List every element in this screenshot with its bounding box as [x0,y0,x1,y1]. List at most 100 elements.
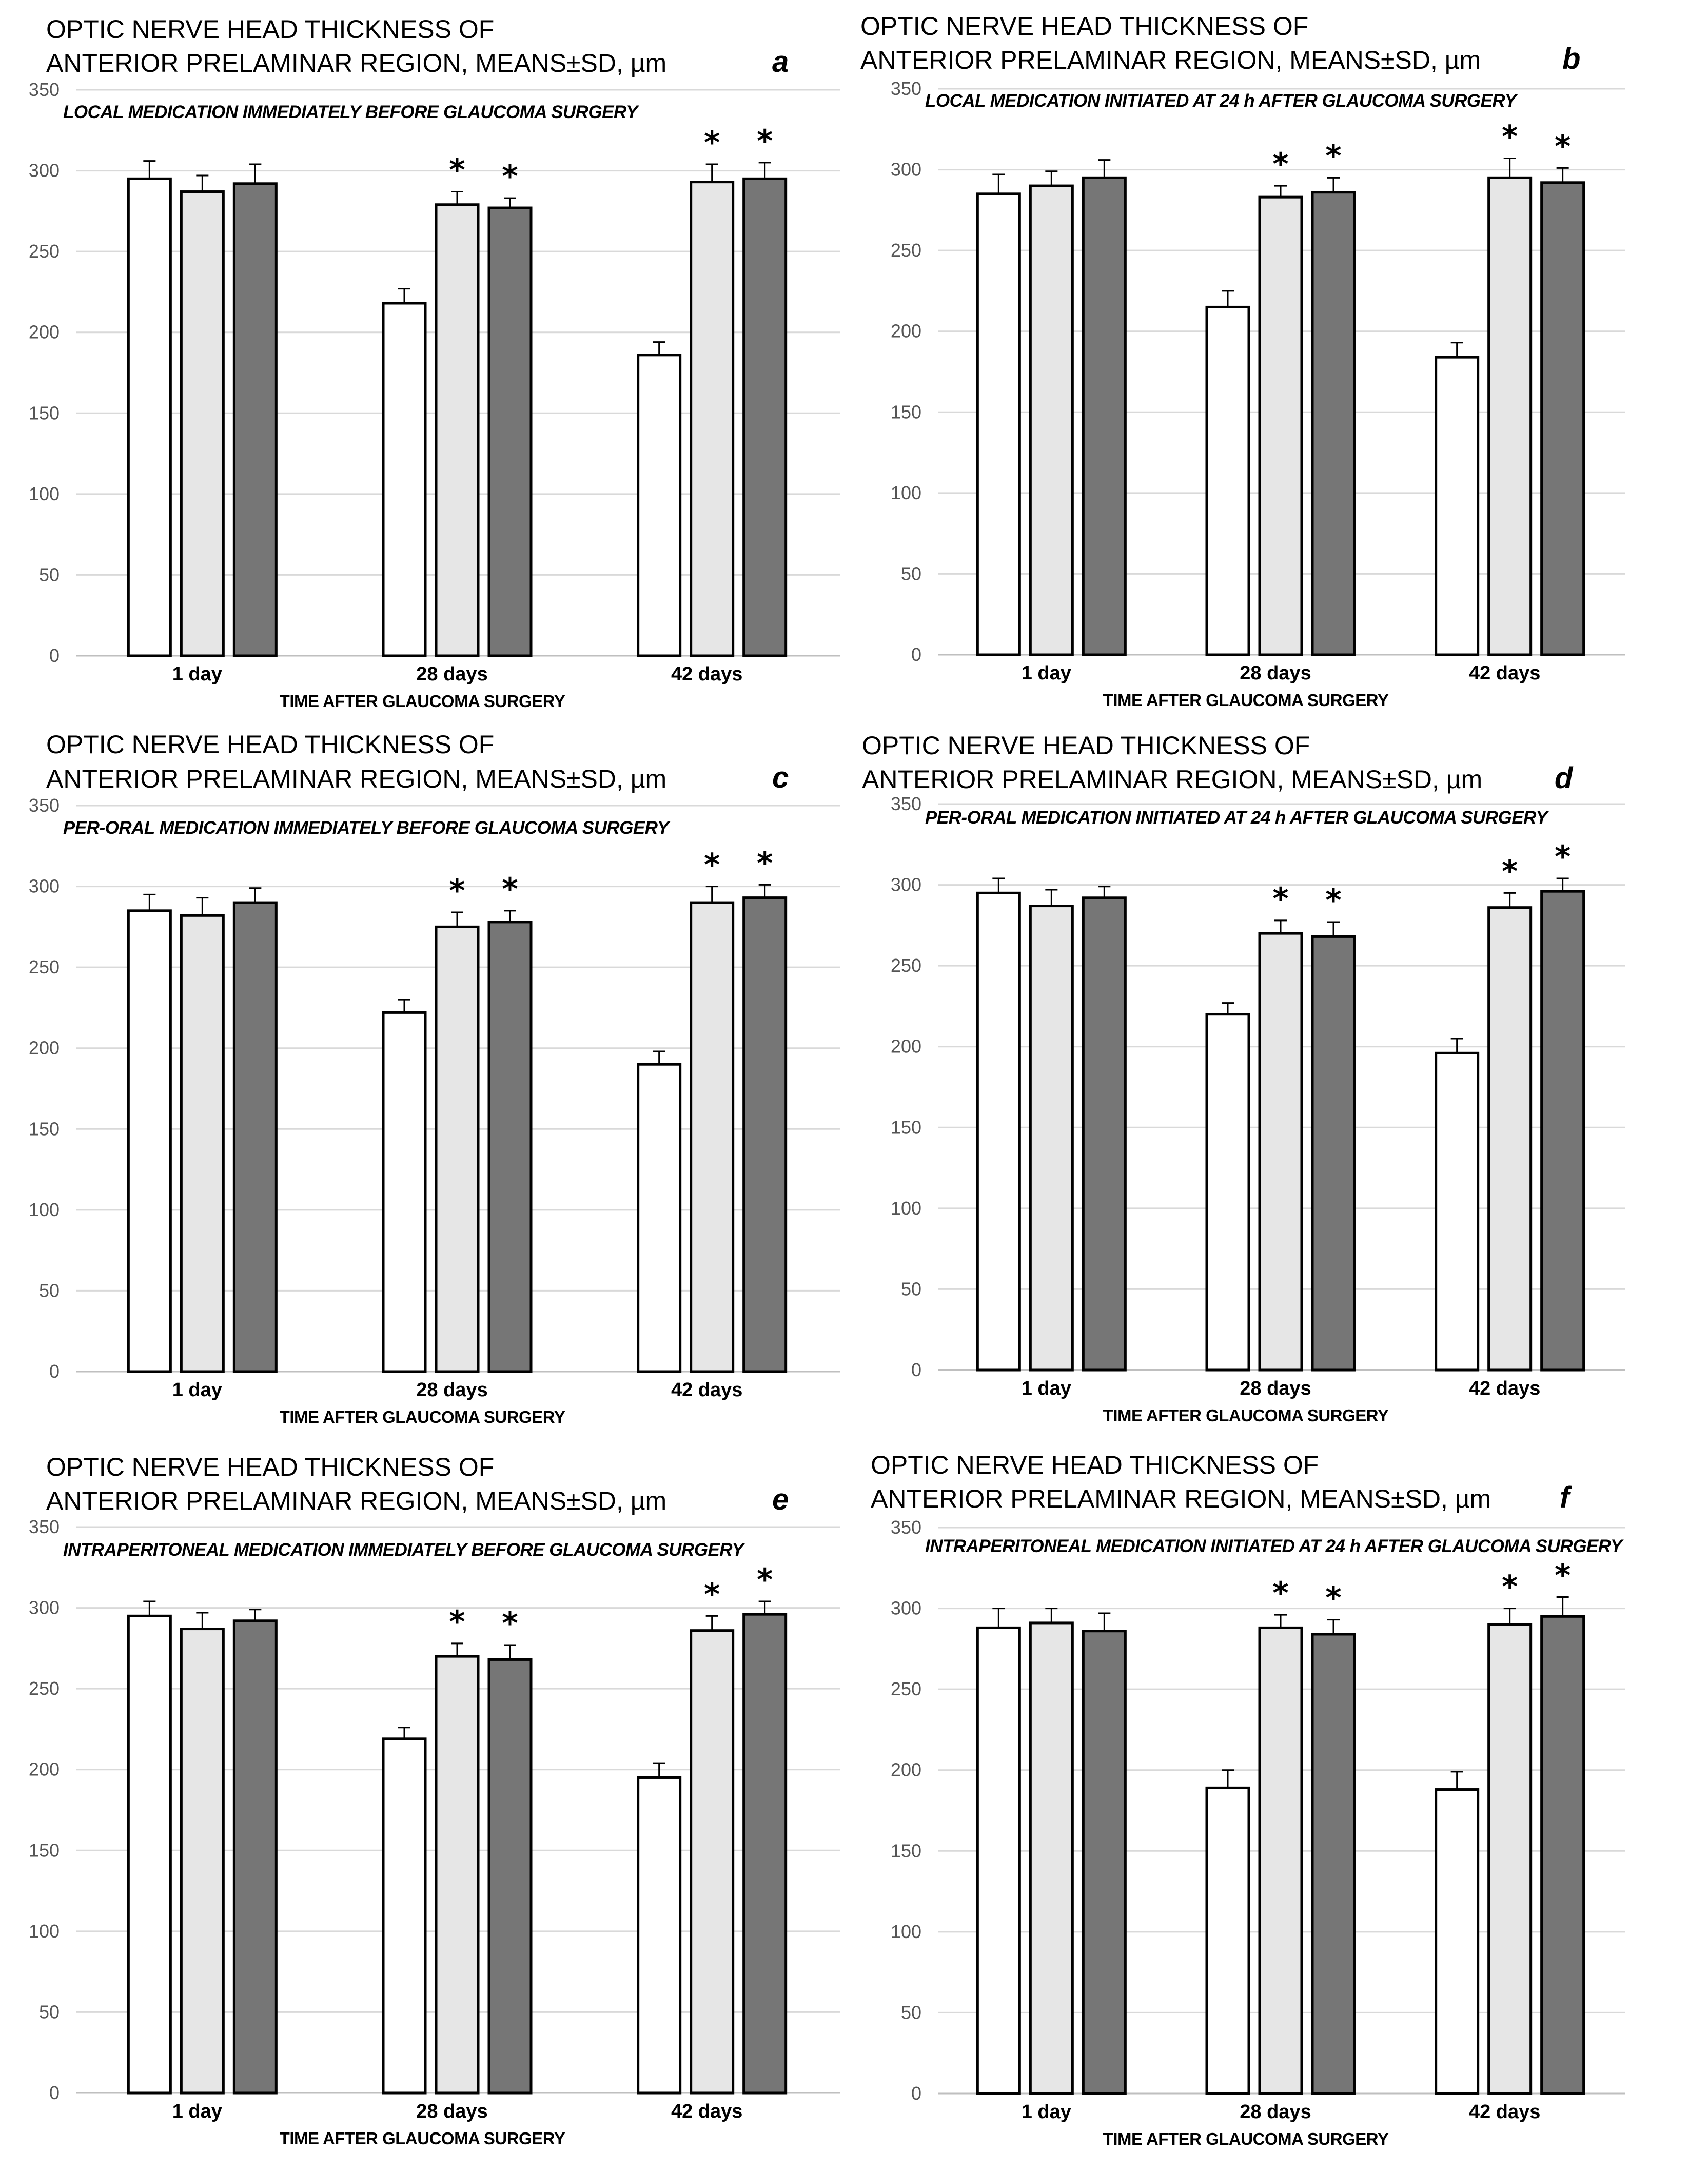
chart-subtitle: LOCAL MEDICATION INITIATED AT 24 h AFTER… [925,91,1518,111]
bar-2-2 [1258,195,1303,656]
y-tick-label: 300 [891,1598,921,1619]
y-tick-label: 100 [29,483,60,504]
x-category-label: 42 days [1469,1378,1540,1399]
y-tick-label: 100 [891,1921,921,1942]
significance-star: * [1325,1580,1341,1616]
bar-3-1 [637,1776,682,2095]
y-tick-label: 300 [891,159,921,180]
y-tick-label: 100 [29,1199,60,1220]
error-bar [1503,158,1516,178]
x-axis-title: TIME AFTER GLAUCOMA SURGERY [280,1407,565,1426]
x-category-label: 42 days [671,1379,742,1401]
bar-1-2 [1029,1621,1074,2095]
y-tick-label: 50 [39,564,60,585]
chart-title-line1: OPTIC NERVE HEAD THICKNESS OF [46,730,494,759]
error-bar [1450,1771,1463,1790]
error-bar [196,174,209,192]
y-tick-label: 200 [29,322,60,343]
chart-panel-e: OPTIC NERVE HEAD THICKNESS OF ANTERIOR PR… [29,1453,840,2148]
error-bar [1098,159,1111,178]
error-bar [1556,167,1569,183]
y-tick-label: 100 [891,1198,921,1219]
bar-1-1 [976,1626,1021,2095]
bar-1-3 [232,1619,278,2095]
significance-star: * [1502,853,1518,889]
error-bar [992,1608,1005,1628]
bar-3-2 [1487,906,1533,1372]
chart-title-line1: OPTIC NERVE HEAD THICKNESS OF [860,12,1308,41]
panel-letter: b [1562,42,1580,75]
y-tick-label: 250 [891,1678,921,1699]
x-category-label: 1 day [172,663,222,685]
bar-2-2 [435,925,480,1373]
error-bar [143,893,156,911]
error-bar [1327,921,1340,937]
chart-title-line1: OPTIC NERVE HEAD THICKNESS OF [46,1453,494,1481]
bar-3-3 [742,177,788,657]
error-bar [1045,889,1058,906]
bar-1-1 [127,1614,172,2095]
bar-3-2 [690,181,735,657]
bar-1-2 [1029,905,1074,1372]
error-bar [758,884,771,898]
error-bar [249,887,262,903]
error-bar [653,341,665,355]
bar-3-3 [1540,181,1585,656]
bar-2-3 [487,1658,533,2095]
significance-star: * [1325,883,1341,918]
error-bar [1222,290,1234,307]
significance-star: * [449,1604,465,1640]
y-tick-label: 350 [29,1516,60,1537]
x-category-label: 42 days [671,663,742,685]
panel-letter: a [772,45,789,79]
bar-1-2 [180,914,225,1373]
bar-3-3 [742,896,788,1373]
bar-2-3 [487,206,533,657]
significance-star: * [1555,839,1570,875]
bar-3-3 [1540,1615,1585,2095]
chart-subtitle: LOCAL MEDICATION IMMEDIATELY BEFORE GLAU… [63,102,639,122]
x-category-label: 1 day [172,1379,222,1401]
bar-3-1 [1435,1051,1480,1372]
error-bar [705,886,718,903]
significance-star: * [449,873,465,909]
bar-2-3 [1311,191,1356,656]
panel-letter: f [1560,1481,1573,1514]
bar-3-1 [637,354,682,657]
bar-1-3 [1082,1630,1127,2095]
bar-1-2 [180,1628,225,2095]
significance-star: * [1555,128,1570,164]
bar-2-1 [382,1011,427,1373]
error-bar [504,1644,516,1660]
error-bar [1450,342,1463,358]
y-tick-label: 50 [901,563,921,584]
y-tick-label: 350 [891,78,921,99]
error-bar [249,1609,262,1621]
y-tick-label: 0 [911,1359,921,1380]
y-tick-label: 250 [29,1678,60,1699]
error-bar [705,1615,718,1631]
y-tick-label: 150 [29,1840,60,1861]
bar-3-3 [742,1613,788,2095]
y-tick-label: 100 [29,1921,60,1942]
bar-1-1 [976,192,1021,656]
bar-2-1 [1205,1013,1250,1372]
x-category-label: 42 days [671,2101,742,2122]
bar-1-3 [232,182,278,657]
significance-star: * [704,847,720,883]
error-bar [143,1600,156,1616]
x-category-label: 42 days [1469,2101,1540,2123]
error-bar [249,163,262,184]
significance-star: * [1555,1558,1570,1594]
y-tick-label: 200 [29,1038,60,1059]
error-bar [758,1600,771,1615]
bar-1-3 [1082,176,1127,656]
significance-star: * [1272,1575,1288,1611]
chart-panel-b: OPTIC NERVE HEAD THICKNESS OF ANTERIOR PR… [860,12,1625,710]
significance-star: * [1502,119,1518,155]
x-category-label: 1 day [172,2101,222,2122]
error-bar [1327,1619,1340,1634]
chart-subtitle: INTRAPERITONEAL MEDICATION IMMEDIATELY B… [63,1540,745,1560]
error-bar [1045,1608,1058,1623]
x-category-label: 28 days [1240,662,1311,684]
